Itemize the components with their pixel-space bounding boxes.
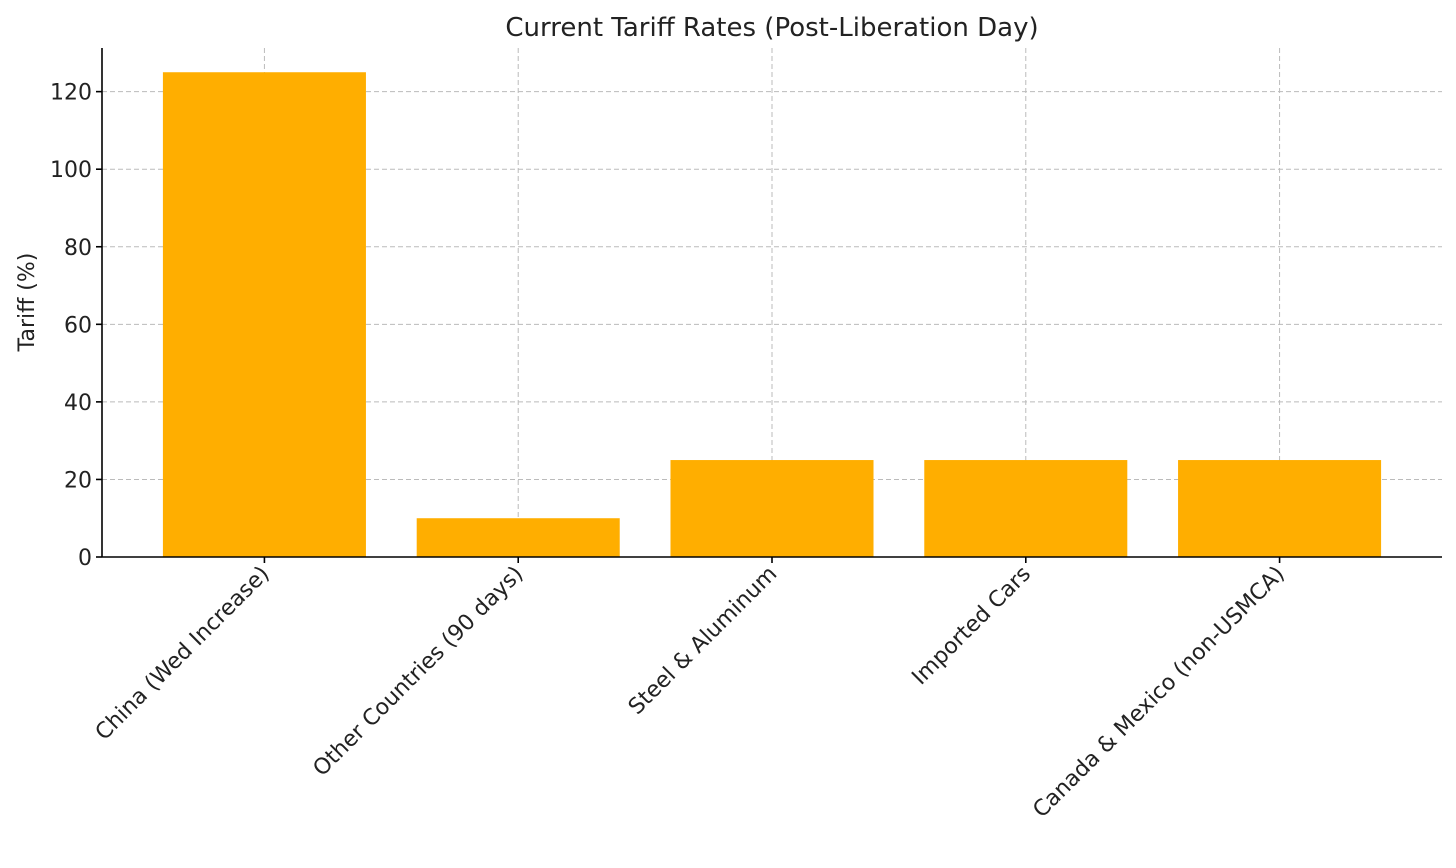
y-tick-label: 120 xyxy=(50,81,92,106)
x-tick-label: Imported Cars xyxy=(907,562,1036,691)
bar xyxy=(1178,460,1382,557)
y-tick-label: 0 xyxy=(78,546,92,571)
bar xyxy=(670,460,874,557)
bar xyxy=(416,518,620,557)
bar xyxy=(924,460,1128,557)
y-tick-label: 100 xyxy=(50,158,92,183)
x-tick-label: Steel & Aluminum xyxy=(624,562,782,720)
x-tick-label: Canada & Mexico (non-USMCA) xyxy=(1028,562,1289,823)
x-tick-label: China (Wed Increase) xyxy=(91,562,275,746)
y-tick-label: 20 xyxy=(64,468,92,493)
y-tick-label: 60 xyxy=(64,313,92,338)
x-tick-label: Other Countries (90 days) xyxy=(309,562,529,782)
y-tick-label: 40 xyxy=(64,391,92,416)
bar xyxy=(162,72,366,557)
chart-title: Current Tariff Rates (Post-Liberation Da… xyxy=(505,13,1038,43)
y-axis-label: Tariff (%) xyxy=(15,253,40,353)
y-tick-label: 80 xyxy=(64,236,92,261)
